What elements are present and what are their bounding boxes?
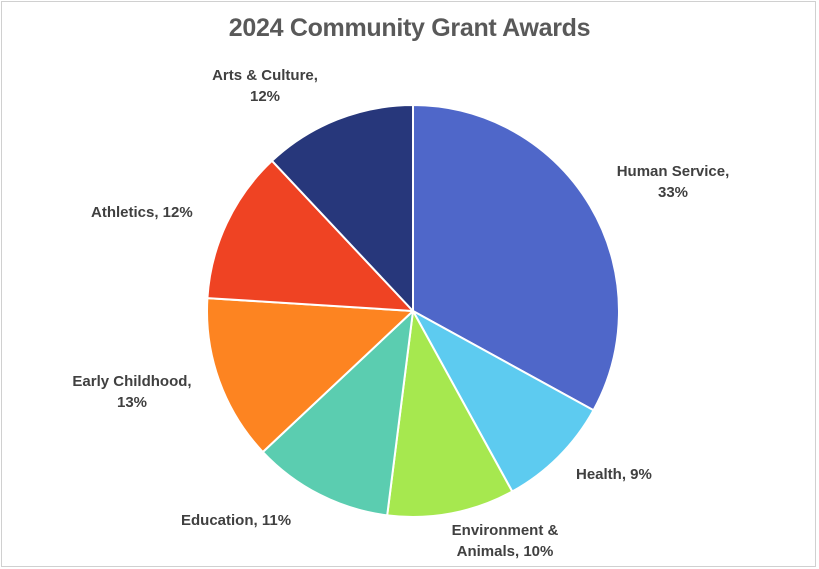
- chart-title: 2024 Community Grant Awards: [228, 14, 591, 42]
- slice-label-education: Education, 11%: [181, 510, 291, 531]
- pie-slice-athletics: [206, 159, 414, 312]
- pie-slice-environment-animals: [386, 310, 514, 518]
- slice-label-line: Education, 11%: [181, 512, 292, 529]
- pie-slice-health: [412, 310, 595, 493]
- slice-label-environment-animals: Environment & Animals, 10%: [420, 520, 590, 562]
- slice-label-line: Arts & Culture,: [212, 67, 318, 84]
- slice-label-line: Human Service,: [616, 163, 730, 180]
- slice-label-line: Animals, 10%: [456, 543, 554, 560]
- slice-label-line: 13%: [116, 394, 148, 411]
- slice-label-line: 12%: [249, 88, 281, 105]
- slice-label-line: 33%: [657, 184, 689, 201]
- slice-label-early-childhood: Early Childhood, 13%: [52, 371, 212, 413]
- slice-label-athletics: Athletics, 12%: [91, 202, 193, 223]
- slice-label-human-service: Human Service, 33%: [578, 161, 768, 203]
- slice-label-arts-culture: Arts & Culture, 12%: [185, 65, 345, 107]
- slice-label-line: Health, 9%: [576, 466, 652, 483]
- pie-slice-education: [261, 310, 414, 517]
- pie-slice-early-childhood: [206, 297, 414, 454]
- slice-label-line: Environment &: [451, 522, 559, 539]
- slice-label-line: Athletics, 12%: [91, 204, 193, 221]
- pie-slice-arts-culture: [270, 104, 414, 312]
- slice-label-health: Health, 9%: [576, 464, 652, 485]
- slice-label-line: Early Childhood,: [72, 373, 192, 390]
- pie-slice-human-service: [412, 104, 620, 412]
